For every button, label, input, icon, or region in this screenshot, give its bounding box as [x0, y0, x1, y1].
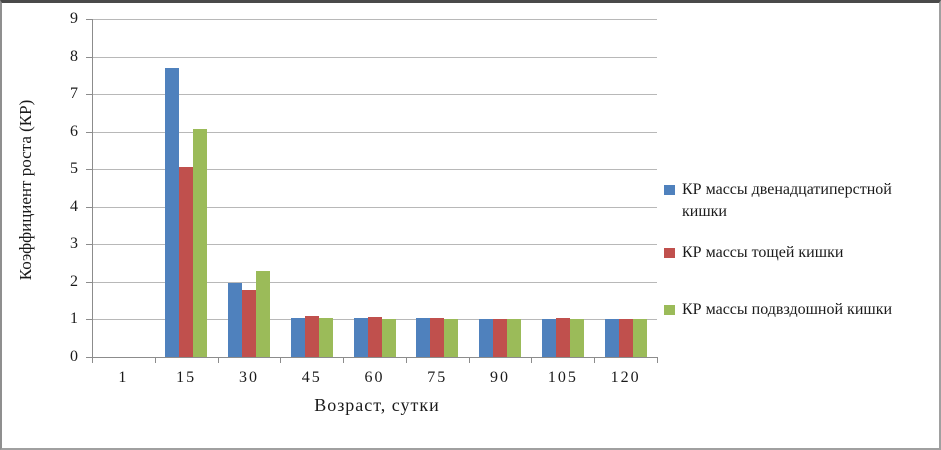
gridline: [92, 94, 657, 96]
x-axis-tick: [343, 358, 345, 363]
y-axis-tick: [86, 94, 92, 96]
legend-item: КР массы двенадцатиперстной кишки: [664, 179, 914, 223]
gridline: [92, 19, 657, 20]
y-axis-tick: [86, 131, 92, 133]
bar: [507, 319, 522, 357]
x-axis-tick: [217, 358, 219, 363]
bar: [255, 271, 270, 357]
y-tick-label: 1: [70, 310, 78, 328]
bar: [241, 290, 256, 357]
x-axis-tick: [531, 358, 533, 363]
legend-label: КР массы подвздошной кишки: [682, 301, 893, 318]
bar: [193, 128, 208, 357]
bar: [416, 317, 431, 357]
gridline: [92, 169, 657, 171]
y-tick-label: 9: [70, 10, 78, 27]
y-axis-tick: [86, 319, 92, 321]
legend-item: КР массы тощей кишки: [664, 242, 914, 264]
bar: [541, 318, 556, 357]
bar: [430, 317, 445, 357]
y-axis-tick: [86, 281, 92, 283]
bar: [444, 319, 459, 357]
bar: [569, 319, 584, 357]
gridline: [92, 131, 657, 133]
x-tick-label: 75: [427, 369, 448, 386]
bar: [304, 316, 319, 357]
bar: [555, 318, 570, 357]
bar: [604, 319, 619, 357]
x-axis-tick: [405, 358, 407, 363]
y-axis-tick: [86, 19, 92, 20]
gridline: [92, 206, 657, 208]
x-tick-label: 30: [238, 369, 259, 386]
x-tick-label: 120: [610, 369, 641, 386]
x-axis-line: [90, 357, 658, 358]
y-axis-tick: [86, 56, 92, 58]
legend: КР массы двенадцатиперстной кишки КР масс…: [664, 3, 936, 448]
y-axis-tick: [86, 244, 92, 246]
x-axis-tick: [92, 358, 93, 363]
y-tick-label: 2: [70, 272, 78, 290]
bar: [227, 282, 242, 357]
x-axis-tick: [154, 358, 156, 363]
y-tick-label: 3: [70, 235, 78, 253]
legend-marker: [664, 185, 675, 195]
bar: [632, 319, 647, 357]
x-axis-title: Возраст, сутки: [314, 395, 440, 415]
legend-marker: [664, 248, 675, 258]
x-tick-label: 45: [301, 369, 322, 386]
legend-label: КР массы двенадцатиперстной кишки: [682, 181, 892, 220]
x-tick-label: 1: [118, 369, 129, 386]
y-tick-label: 4: [70, 197, 78, 215]
gridline: [92, 56, 657, 58]
y-tick-label: 5: [70, 160, 78, 178]
y-axis-tick: [86, 357, 92, 358]
x-tick-label: 60: [364, 369, 385, 386]
x-axis-tick: [657, 358, 658, 363]
x-axis-tick: [594, 358, 596, 363]
bar: [290, 317, 305, 357]
bar: [479, 318, 494, 357]
y-tick-label: 6: [70, 122, 78, 140]
bar: [618, 318, 633, 357]
y-tick-label: 8: [70, 47, 78, 65]
x-tick-label: 15: [176, 369, 197, 386]
y-axis-tick: [86, 206, 92, 208]
gridline: [92, 244, 657, 246]
y-axis-title: Коэффициент роста (КР): [16, 99, 35, 281]
legend-marker: [664, 305, 675, 315]
bar: [353, 317, 368, 357]
bar: [381, 319, 396, 357]
y-axis-line: [92, 19, 93, 358]
plot-area: [92, 19, 657, 357]
x-axis-tick: [280, 358, 282, 363]
x-tick-label: 90: [490, 369, 511, 386]
gridline: [92, 281, 657, 283]
x-tick-label: 105: [547, 369, 578, 386]
legend-label: КР массы тощей кишки: [682, 244, 844, 261]
x-axis-tick: [468, 358, 470, 363]
y-axis-tick: [86, 169, 92, 171]
bar: [493, 318, 508, 357]
bar: [165, 67, 180, 357]
legend-item: КР массы подвздошной кишки: [664, 299, 914, 321]
bar: [367, 316, 382, 357]
y-tick-label: 7: [70, 85, 78, 103]
y-tick-label: 0: [70, 348, 78, 365]
bar: [179, 167, 194, 357]
bar: [318, 317, 333, 357]
